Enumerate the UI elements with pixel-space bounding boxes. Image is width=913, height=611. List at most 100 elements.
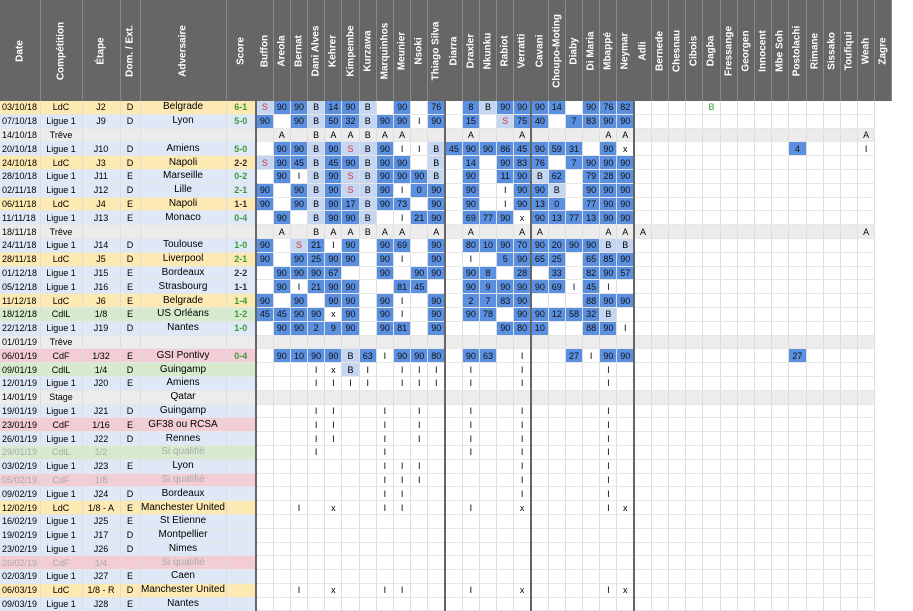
cell-comp[interactable]: Trêve xyxy=(40,128,83,143)
player-cell[interactable]: I xyxy=(513,486,533,502)
player-cell[interactable] xyxy=(548,114,566,129)
player-cell[interactable]: 90 xyxy=(410,348,429,364)
player-cell[interactable] xyxy=(341,459,360,474)
cell-de[interactable]: D xyxy=(120,528,141,543)
player-cell[interactable] xyxy=(582,445,601,460)
cell-adv[interactable]: Si qualifié xyxy=(140,555,227,571)
player-cell[interactable] xyxy=(788,114,807,129)
player-cell[interactable]: 90 xyxy=(341,210,360,226)
player-cell[interactable] xyxy=(548,528,566,543)
player-cell[interactable]: 10 xyxy=(290,348,309,364)
player-cell[interactable]: A xyxy=(324,128,343,143)
player-cell[interactable] xyxy=(376,335,395,350)
player-cell[interactable]: 90 xyxy=(496,210,515,226)
player-cell[interactable] xyxy=(651,445,670,460)
player-cell[interactable] xyxy=(720,569,738,584)
player-cell[interactable] xyxy=(823,542,841,557)
player-cell[interactable] xyxy=(806,252,824,267)
player-cell[interactable]: 90 xyxy=(599,114,618,129)
player-cell[interactable] xyxy=(702,348,721,364)
player-cell[interactable] xyxy=(427,528,447,543)
cell-adv[interactable]: Bordeaux xyxy=(140,486,227,502)
player-cell[interactable] xyxy=(359,445,377,460)
player-cell[interactable] xyxy=(256,514,274,529)
player-cell[interactable]: 45 xyxy=(324,155,343,170)
player-cell[interactable] xyxy=(840,183,859,198)
player-cell[interactable] xyxy=(857,555,876,571)
player-cell[interactable] xyxy=(823,279,841,295)
table-row[interactable]: 26/01/19 Ligue 1 J22 D Rennes I I I I I I I xyxy=(0,431,892,446)
player-cell[interactable] xyxy=(702,238,721,253)
player-cell[interactable] xyxy=(806,335,824,350)
player-cell[interactable]: I xyxy=(410,376,429,391)
player-cell[interactable] xyxy=(857,362,876,377)
player-cell[interactable] xyxy=(359,252,377,267)
player-cell[interactable] xyxy=(788,224,807,239)
player-cell[interactable]: 90 xyxy=(462,197,480,212)
cell-etape[interactable]: J24 xyxy=(82,486,121,502)
player-cell[interactable] xyxy=(531,266,549,281)
player-cell[interactable] xyxy=(410,486,429,502)
player-cell[interactable]: 90 xyxy=(376,307,395,322)
player-cell[interactable]: 90 xyxy=(376,141,395,157)
player-cell[interactable]: 90 xyxy=(290,293,309,308)
cell-de[interactable]: D xyxy=(120,486,141,502)
player-cell[interactable]: B xyxy=(307,183,326,198)
player-cell[interactable] xyxy=(634,155,652,170)
player-cell[interactable]: 13 xyxy=(531,197,549,212)
player-cell[interactable] xyxy=(668,169,687,184)
player-cell[interactable] xyxy=(479,417,498,433)
player-cell[interactable] xyxy=(823,348,841,364)
player-cell[interactable] xyxy=(737,555,755,571)
table-row[interactable]: 07/10/18 Ligue 1 J9 D Lyon 5-0 90 90 B 50 32 B 90 90 I… xyxy=(0,114,892,129)
player-cell[interactable] xyxy=(565,473,584,488)
player-cell[interactable] xyxy=(582,583,601,598)
player-cell[interactable] xyxy=(565,569,584,584)
player-cell[interactable]: B xyxy=(307,114,326,129)
cell-comp[interactable]: Ligue 1 xyxy=(40,114,83,129)
player-cell[interactable]: B xyxy=(307,224,326,239)
player-cell[interactable] xyxy=(445,514,463,529)
player-cell[interactable] xyxy=(273,390,291,405)
player-cell[interactable] xyxy=(513,514,533,529)
player-cell[interactable] xyxy=(307,528,326,543)
player-cell[interactable] xyxy=(256,542,274,557)
cell-date[interactable]: 02/11/18 xyxy=(0,183,41,198)
player-cell[interactable]: 90 xyxy=(273,348,291,364)
player-cell[interactable]: 90 xyxy=(376,293,395,308)
player-cell[interactable] xyxy=(685,183,704,198)
cell-adv[interactable]: Si qualifié xyxy=(140,445,227,460)
cell-etape[interactable]: J9 xyxy=(82,114,121,129)
player-cell[interactable] xyxy=(806,431,824,446)
player-cell[interactable] xyxy=(479,155,498,170)
header-13[interactable]: Marquinhos xyxy=(376,0,395,101)
player-cell[interactable] xyxy=(290,210,309,226)
cell-etape[interactable]: J21 xyxy=(82,404,121,419)
player-cell[interactable]: 90 xyxy=(531,210,549,226)
player-cell[interactable]: 82 xyxy=(616,101,636,115)
player-cell[interactable] xyxy=(857,473,876,488)
player-cell[interactable] xyxy=(806,459,824,474)
player-cell[interactable] xyxy=(806,224,824,239)
player-cell[interactable] xyxy=(685,348,704,364)
player-cell[interactable] xyxy=(806,266,824,281)
cell-date[interactable]: 05/12/18 xyxy=(0,279,41,295)
player-cell[interactable] xyxy=(737,459,755,474)
player-cell[interactable] xyxy=(771,417,790,433)
player-cell[interactable] xyxy=(806,555,824,571)
player-cell[interactable] xyxy=(256,141,274,157)
player-cell[interactable]: I xyxy=(599,486,618,502)
player-cell[interactable] xyxy=(823,141,841,157)
player-cell[interactable]: A xyxy=(599,224,618,239)
player-cell[interactable] xyxy=(324,555,343,571)
player-cell[interactable]: 88 xyxy=(582,293,601,308)
player-cell[interactable] xyxy=(771,528,790,543)
cell-etape[interactable]: J23 xyxy=(82,459,121,474)
player-cell[interactable]: I xyxy=(462,445,480,460)
player-cell[interactable]: I xyxy=(376,417,395,433)
player-cell[interactable]: 90 xyxy=(479,141,498,157)
player-cell[interactable] xyxy=(720,417,738,433)
player-cell[interactable]: x xyxy=(324,362,343,377)
player-cell[interactable]: I xyxy=(462,431,480,446)
cell-de[interactable]: D xyxy=(120,542,141,557)
